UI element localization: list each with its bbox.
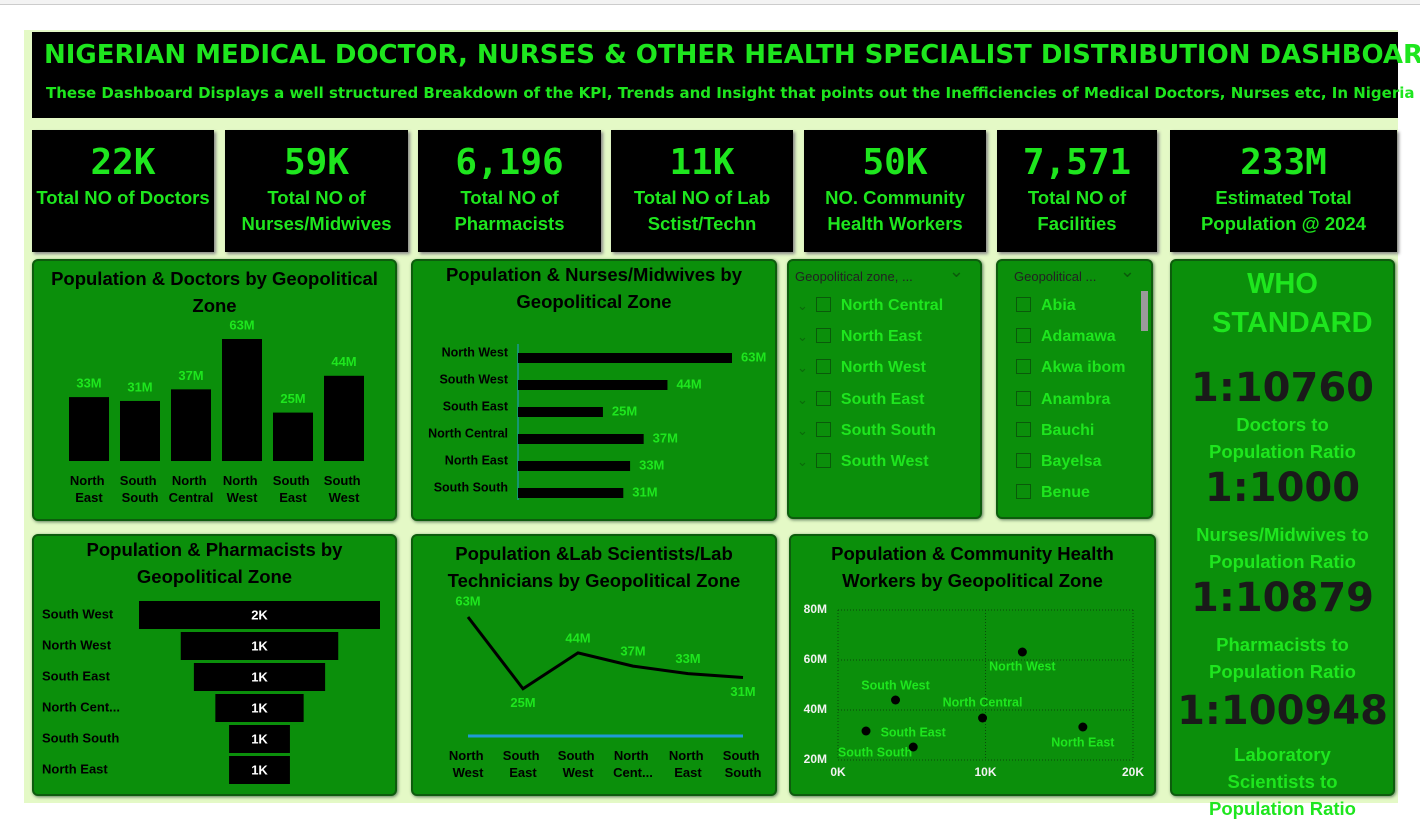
slicer-label: Adamawa [1041,328,1116,346]
slicer: Geopolitical zone, ... ⌄ ⌄ North Central ⌄ No… [787,259,982,519]
expand-icon[interactable]: ⌄ [797,423,808,439]
checkbox[interactable] [815,390,831,406]
checkbox[interactable] [1016,328,1031,344]
checkbox[interactable] [815,453,831,468]
slicer-label: South West [840,453,929,470]
kpi-card: 233M Estimated Total Population @ 2024 [1170,130,1397,252]
who-panel: WHO STANDARD 1:10760 Doctors to Population… [1170,259,1395,819]
slicer-item[interactable]: Abia [1016,295,1076,315]
slicer-header: Geopolitical zone, ... [795,269,913,284]
kpi-card: 6,196 Total NO of Pharmacists [418,130,601,252]
who-ratio: 1:1000 [1204,465,1361,511]
kpi-card: 50K NO. Community Health Workers [804,130,986,252]
checkbox[interactable] [1016,390,1031,406]
dashboard-subtitle: These Dashboard Displays a well structur… [46,84,1415,102]
checkbox[interactable] [1016,421,1031,437]
expand-icon[interactable]: ⌄ [797,299,808,314]
checkbox[interactable] [815,421,831,437]
slicer-label: North West [840,359,926,377]
chart-panel: Population & Pharmacists by Geopolitical… [32,534,397,796]
chart-panel: Population & Nurses/Midwives by Geopolit… [411,259,777,521]
slicer-label: North East [840,328,922,346]
slicer-label: South South [840,421,936,439]
slicer-item[interactable]: Adamawa [1016,326,1116,346]
slicer-item[interactable]: Anambra [1016,389,1110,409]
chart-panel: Population &Lab Scientists/Lab Technicia… [411,534,777,796]
header: NIGERIAN MEDICAL DOCTOR, NURSES & OTHER … [32,32,1420,118]
who-ratio-label: Nurses/Midwives to Population Ratio [1196,524,1369,572]
slicer-label: Abia [1041,297,1076,314]
kpi-value: 59K [283,142,350,183]
chart-panel: Population & Community Health Workers by… [789,534,1156,796]
kpi-value: 11K [669,142,735,183]
kpi-value: 50K [862,142,928,183]
expand-icon[interactable]: ⌄ [797,361,808,377]
slicer-item[interactable]: ⌄ North West [797,357,926,377]
slicer-label: Bayelsa [1041,453,1102,470]
kpi-label: NO. Community Health Workers [825,187,965,234]
kpi-label: Total NO of Facilities [1027,187,1127,234]
who-ratio-label: Doctors to Population Ratio [1209,414,1356,462]
kpi-card: 22K Total NO of Doctors [32,130,214,252]
slicer-label: Anambra [1041,390,1111,408]
who-ratio: 1:100948 [1177,688,1388,734]
kpi-card: 11K Total NO of Lab Sctist/Techn [611,130,793,252]
chart-title: Population & Nurses/Midwives by Geopolit… [445,264,743,312]
who-ratio: 1:10760 [1191,365,1374,411]
slicer-item[interactable]: Akwa ibom [1016,357,1125,377]
slicer-item[interactable]: Bauchi [1016,420,1094,440]
slicer-label: Akwa ibom [1041,359,1126,377]
chart-panel: Population & Doctors by Geopolitical Zon… [32,259,397,521]
kpi-label: Total NO of Lab Sctist/Techn [633,187,771,234]
kpi-value: 7,571 [1022,142,1132,183]
kpi-card: 59K Total NO of Nurses/Midwives [225,130,408,252]
expand-icon[interactable]: ⌄ [797,455,808,470]
browser-bar [0,0,1420,5]
slicer: Geopolitical ... ⌄ Abia Adamawa Akwa ibom Ana… [996,259,1153,519]
who-ratio-label: Pharmacists to Population Ratio [1209,634,1356,682]
dashboard-title: NIGERIAN MEDICAL DOCTOR, NURSES & OTHER … [44,40,1420,70]
checkbox[interactable] [815,359,831,375]
kpi-value: 233M [1240,142,1327,183]
kpi-label: Estimated Total Population @ 2024 [1200,187,1367,234]
expand-icon[interactable]: ⌄ [797,330,808,346]
scrollbar[interactable] [1141,291,1148,331]
dropdown-icon[interactable]: ⌄ [948,261,964,282]
slicer-item[interactable]: Benue [1016,482,1090,502]
checkbox[interactable] [1016,453,1031,468]
slicer-item[interactable]: ⌄ South South [797,420,936,440]
chart-title: Population &Lab Scientists/Lab Technicia… [447,543,741,591]
kpi-value: 22K [90,142,156,183]
chart-title: Population & Community Health Workers by… [831,543,1114,591]
slicer-label: North Central [840,297,944,314]
slicer-header: Geopolitical ... [1014,269,1097,284]
slicer-label: Benue [1041,484,1090,502]
kpi-label: Total NO of Nurses/Midwives [241,187,392,234]
slicer-item[interactable]: ⌄ North East [797,326,922,346]
slicer-item[interactable]: ⌄ North Central [797,295,943,315]
kpi-value: 6,196 [455,142,564,183]
slicer-item[interactable]: ⌄ South West [797,451,929,471]
checkbox[interactable] [1016,359,1031,375]
who-title: WHO STANDARD [1212,268,1373,339]
who-ratio-label: Laboratory Scientists to Population Rati… [1209,744,1356,819]
kpi-card: 7,571 Total NO of Facilities [997,130,1157,252]
chart-title: Population & Pharmacists by Geopolitical… [86,539,343,587]
dropdown-icon[interactable]: ⌄ [1119,261,1135,282]
slicer-label: Bauchi [1041,421,1095,439]
who-ratio: 1:10879 [1191,575,1374,621]
checkbox[interactable] [1016,484,1031,500]
checkbox[interactable] [1016,297,1031,312]
slicer-label: South East [840,390,925,408]
expand-icon[interactable]: ⌄ [797,392,808,408]
kpi-label: Total NO of Pharmacists [454,187,565,234]
slicer-item[interactable]: ⌄ South East [797,389,924,409]
kpi-label: Total NO of Doctors [36,187,210,208]
checkbox[interactable] [815,328,831,344]
checkbox[interactable] [815,297,831,312]
chart-title: Population & Doctors by Geopolitical Zon… [51,268,378,316]
slicer-item[interactable]: Bayelsa [1016,451,1102,471]
